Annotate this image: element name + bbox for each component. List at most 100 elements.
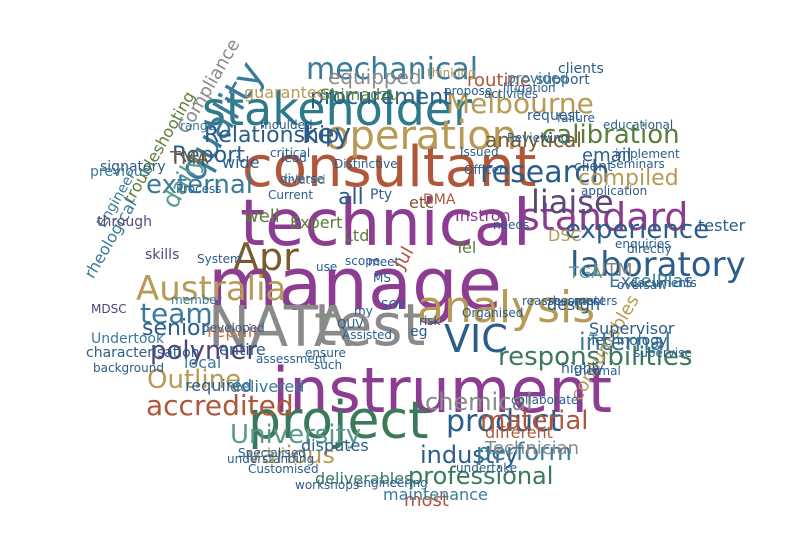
cloud-word: lead: [281, 151, 307, 165]
cloud-word: Tel: [455, 238, 477, 257]
cloud-word: Customised: [248, 462, 319, 476]
cloud-word: accredited: [146, 389, 294, 422]
cloud-word: research: [480, 155, 610, 190]
cloud-word: procurement: [310, 85, 452, 110]
cloud-word: deliverables: [315, 469, 413, 488]
cloud-word: thinking: [427, 66, 476, 80]
cloud-word: signatory: [100, 159, 166, 175]
cloud-word: MS: [373, 271, 391, 285]
cloud-word: undertake: [456, 461, 518, 475]
cloud-word: Shimadzu: [320, 85, 399, 104]
cloud-word: external: [146, 170, 253, 200]
cloud-word: range: [180, 119, 215, 133]
cloud-word: propose: [444, 84, 493, 98]
cloud-word: characterisation: [86, 345, 200, 361]
cloud-word: Process: [176, 182, 222, 196]
cloud-word: TMA: [170, 148, 209, 169]
cloud-word: Specialised: [238, 446, 306, 460]
cloud-word: repair: [207, 321, 260, 342]
cloud-word: scope: [345, 254, 381, 268]
cloud-word: critical: [270, 146, 311, 160]
cloud-word: perform: [476, 438, 572, 466]
cloud-word: manage: [208, 242, 503, 326]
cloud-word: UTM: [593, 260, 633, 281]
cloud-word: highly: [561, 361, 604, 377]
cloud-word: project: [248, 391, 429, 451]
cloud-word: MDSC: [91, 302, 127, 316]
cloud-word: Relationship: [204, 123, 340, 148]
cloud-word: analytical: [485, 128, 582, 152]
cloud-word: QUV: [337, 317, 364, 331]
cloud-word: SOP: [381, 298, 406, 312]
cloud-word: application: [581, 184, 648, 198]
cloud-word: Pty: [370, 187, 393, 203]
cloud-word: liaise: [531, 183, 614, 221]
cloud-word: chemical: [425, 388, 533, 416]
cloud-word: collaborate: [511, 393, 579, 407]
cloud-word: product: [446, 404, 562, 439]
cloud-word: Organised: [462, 306, 524, 320]
cloud-word: use: [316, 260, 338, 274]
cloud-word: analysis: [417, 282, 596, 333]
cloud-word: member: [171, 293, 222, 307]
cloud-word: related: [283, 173, 326, 187]
cloud-word: material: [480, 406, 589, 436]
cloud-word: eg: [410, 324, 428, 340]
cloud-word: etc: [409, 193, 434, 212]
cloud-word: senior: [142, 316, 210, 341]
cloud-word: different: [485, 423, 553, 442]
cloud-word: directly: [627, 242, 672, 256]
cloud-word: calibration: [542, 120, 680, 150]
cloud-word: operation: [325, 113, 518, 159]
cloud-word: Melbourne: [446, 87, 594, 120]
cloud-word: local: [184, 353, 222, 372]
cloud-word: University: [230, 420, 362, 450]
cloud-word: moulded: [260, 118, 313, 132]
cloud-word: documents: [630, 276, 697, 290]
cloud-word: TGA: [569, 263, 603, 282]
cloud-word: Undertook: [91, 331, 165, 347]
cloud-word: professional: [408, 462, 554, 490]
cloud-word: standard: [520, 195, 689, 239]
cloud-word: experience: [565, 215, 710, 245]
cloud-word: team: [140, 297, 213, 330]
cloud-word: instrument: [272, 354, 613, 427]
cloud-word: System: [197, 252, 242, 266]
cloud-word: mechanical: [306, 52, 479, 87]
cloud-word: DSC: [548, 226, 582, 245]
cloud-word: Distinctive: [334, 157, 398, 171]
cloud-word: meet: [368, 255, 400, 269]
cloud-word: stakeholder: [202, 82, 472, 136]
cloud-word: guarantee: [244, 83, 327, 102]
cloud-word: enquiries: [615, 237, 671, 251]
cloud-word: background: [93, 361, 164, 375]
cloud-word: such: [314, 358, 343, 372]
cloud-word: responsibilities: [498, 342, 693, 372]
cloud-word: various: [247, 441, 335, 469]
cloud-word: well: [244, 206, 280, 227]
cloud-word: Technology: [589, 333, 668, 349]
cloud-word: ExcelPlas: [609, 271, 693, 292]
cloud-word: internal: [579, 328, 672, 356]
cloud-word: email: [582, 145, 632, 166]
cloud-word: Outline: [147, 365, 242, 395]
cloud-word: Current: [268, 188, 314, 202]
cloud-word: most: [404, 490, 449, 511]
cloud-word: Issued: [460, 145, 499, 159]
cloud-word: client: [574, 159, 613, 175]
cloud-word: seminars: [610, 157, 665, 171]
cloud-word: delivered: [230, 377, 305, 396]
cloud-word: failure: [557, 111, 595, 125]
cloud-word: key: [302, 117, 352, 150]
cloud-word: Ltd: [344, 226, 370, 245]
cloud-word: Australia: [136, 269, 287, 309]
cloud-word: technical: [240, 187, 531, 261]
cloud-word: understanding: [227, 452, 315, 466]
cloud-word: Instron: [455, 206, 511, 225]
cloud-word: NATA: [208, 295, 353, 360]
cloud-word: needs: [493, 218, 530, 232]
cloud-word: diverse: [280, 172, 325, 186]
cloud-word: maintenance: [383, 485, 488, 504]
cloud-word: request: [527, 108, 581, 124]
